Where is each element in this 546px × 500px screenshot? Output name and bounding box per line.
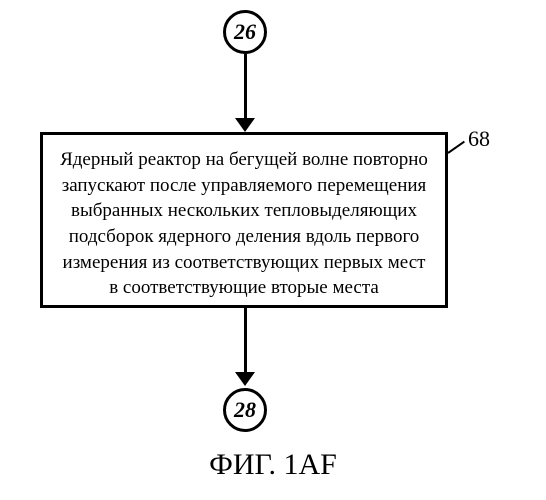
arrow-top-head [235,118,255,132]
flowchart-canvas: 26 Ядерный реактор на бегущей волне повт… [0,0,546,500]
process-box-text: Ядерный реактор на бегущей волне повторн… [60,149,428,298]
ref-68-tick [447,141,465,154]
connector-bottom-label: 28 [234,397,256,423]
ref-68-label: 68 [468,126,490,152]
figure-caption: ФИГ. 1AF [0,448,546,482]
arrow-top-line [244,54,247,120]
arrow-bottom-head [235,372,255,386]
connector-top-label: 26 [234,19,256,45]
connector-bottom: 28 [223,388,267,432]
connector-top: 26 [223,10,267,54]
process-box: Ядерный реактор на бегущей волне повторн… [40,132,448,308]
arrow-bottom-line [244,308,247,374]
